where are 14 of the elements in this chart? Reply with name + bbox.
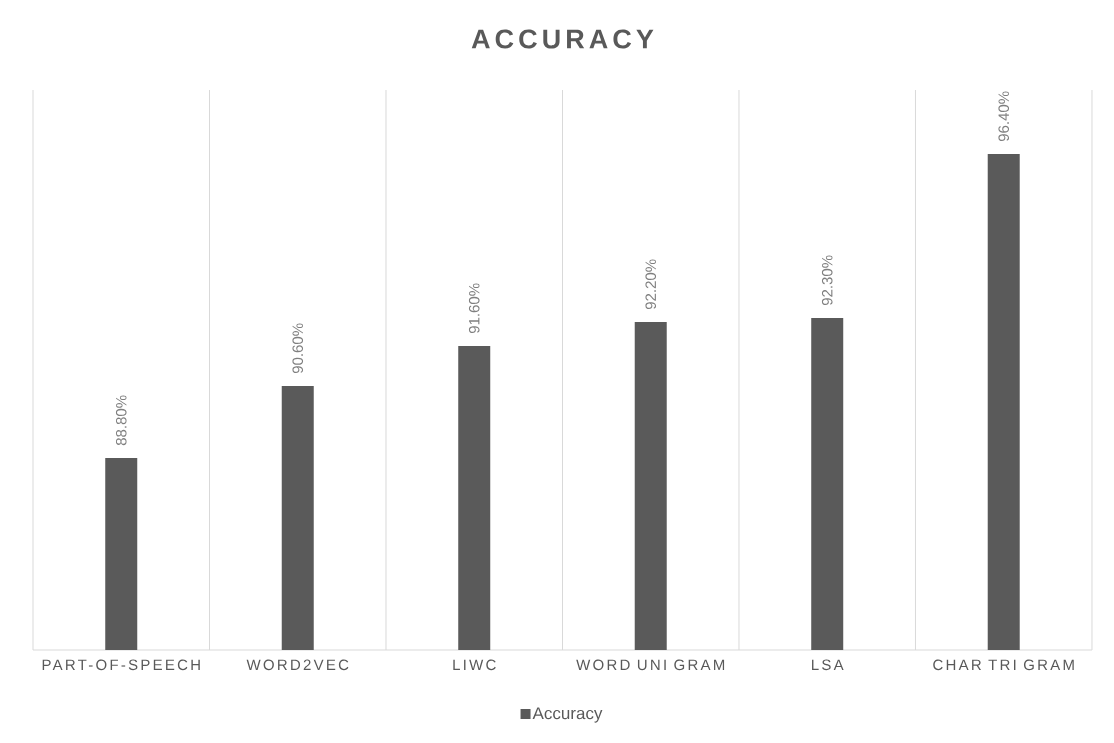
x-tick-label: LIWC [453, 659, 496, 671]
legend-label: Accuracy [532, 707, 603, 723]
data-label: 88.80% [115, 395, 127, 446]
data-label: 96.40% [998, 91, 1010, 142]
x-tick-label: PART-OF-SPEECH [42, 659, 200, 671]
data-label: 90.60% [292, 323, 304, 374]
x-tick-label: WORD UNI GRAM [576, 659, 725, 671]
data-label: 92.20% [645, 259, 657, 310]
chart-title: ACCURACY [471, 29, 654, 49]
data-label: 92.30% [821, 255, 833, 306]
x-tick-label: WORD2VEC [246, 659, 349, 671]
x-tick-label: LSA [812, 659, 844, 671]
data-label: 91.60% [468, 283, 480, 334]
x-tick-label: CHAR TRI GRAM [933, 659, 1074, 671]
